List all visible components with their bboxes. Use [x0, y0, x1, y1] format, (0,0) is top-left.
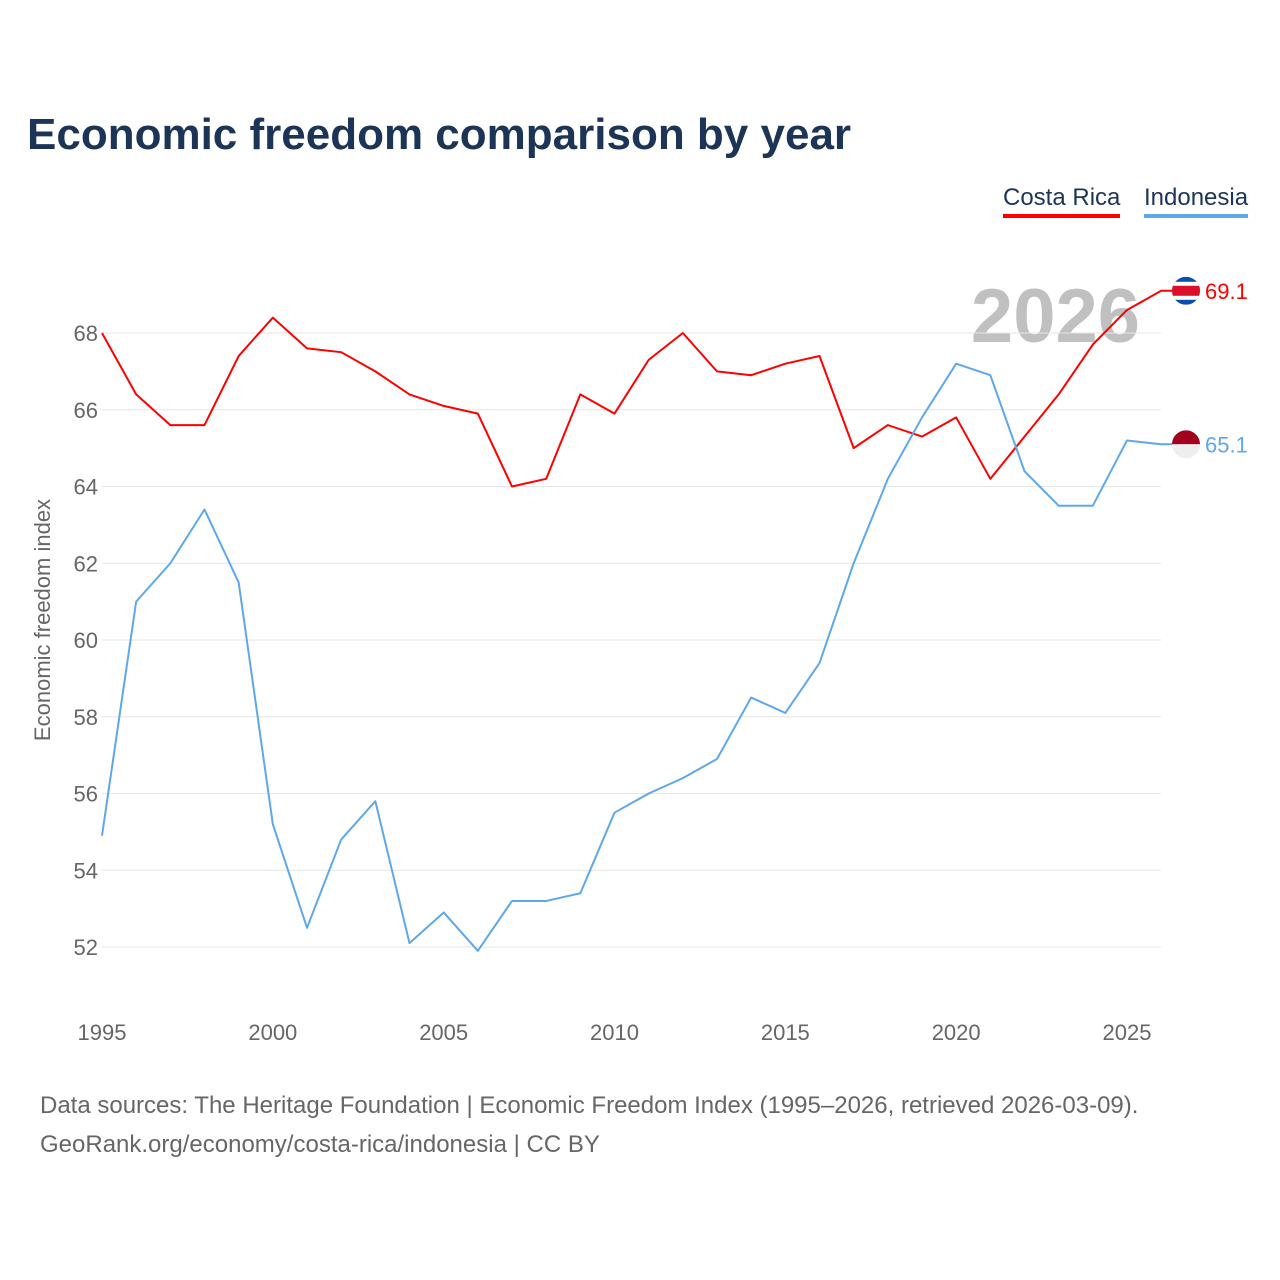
legend-indonesia[interactable]: Indonesia [1144, 184, 1249, 218]
y-axis-label: Economic freedom index [30, 499, 55, 741]
indonesia-flag-icon [1172, 430, 1200, 459]
end-value-label: 65.1 [1205, 432, 1248, 457]
y-tick-label: 68 [74, 321, 98, 346]
y-tick-label: 58 [74, 705, 98, 730]
x-tick-label: 2005 [419, 1020, 468, 1045]
end-value-label: 69.1 [1205, 279, 1248, 304]
x-tick-label: 2000 [248, 1020, 297, 1045]
x-tick-label: 2015 [761, 1020, 810, 1045]
y-tick-label: 66 [74, 398, 98, 423]
chart-title: Economic freedom comparison by year [27, 110, 852, 159]
footer-sources: Data sources: The Heritage Foundation | … [40, 1092, 1139, 1119]
y-tick-label: 54 [74, 858, 98, 883]
y-tick-label: 62 [74, 551, 98, 576]
series-line-indonesia [101, 362, 1178, 952]
legend-costa-rica[interactable]: Costa Rica [1003, 184, 1121, 218]
y-tick-label: 60 [74, 628, 98, 653]
footer: Data sources: The Heritage Foundation | … [40, 1086, 1138, 1164]
y-tick-label: 52 [74, 935, 98, 960]
footer-link[interactable]: GeoRank.org/economy/costa-rica/indonesia… [40, 1131, 600, 1158]
year-watermark: 2026 [971, 274, 1140, 359]
costa-rica-flag-icon [1172, 276, 1200, 305]
x-tick-label: 2010 [590, 1020, 639, 1045]
series-line-costa-rica [101, 289, 1178, 488]
y-tick-label: 56 [74, 782, 98, 807]
x-tick-label: 1995 [78, 1020, 127, 1045]
x-tick-label: 2025 [1103, 1020, 1152, 1045]
y-tick-label: 64 [74, 475, 98, 500]
x-tick-label: 2020 [932, 1020, 981, 1045]
